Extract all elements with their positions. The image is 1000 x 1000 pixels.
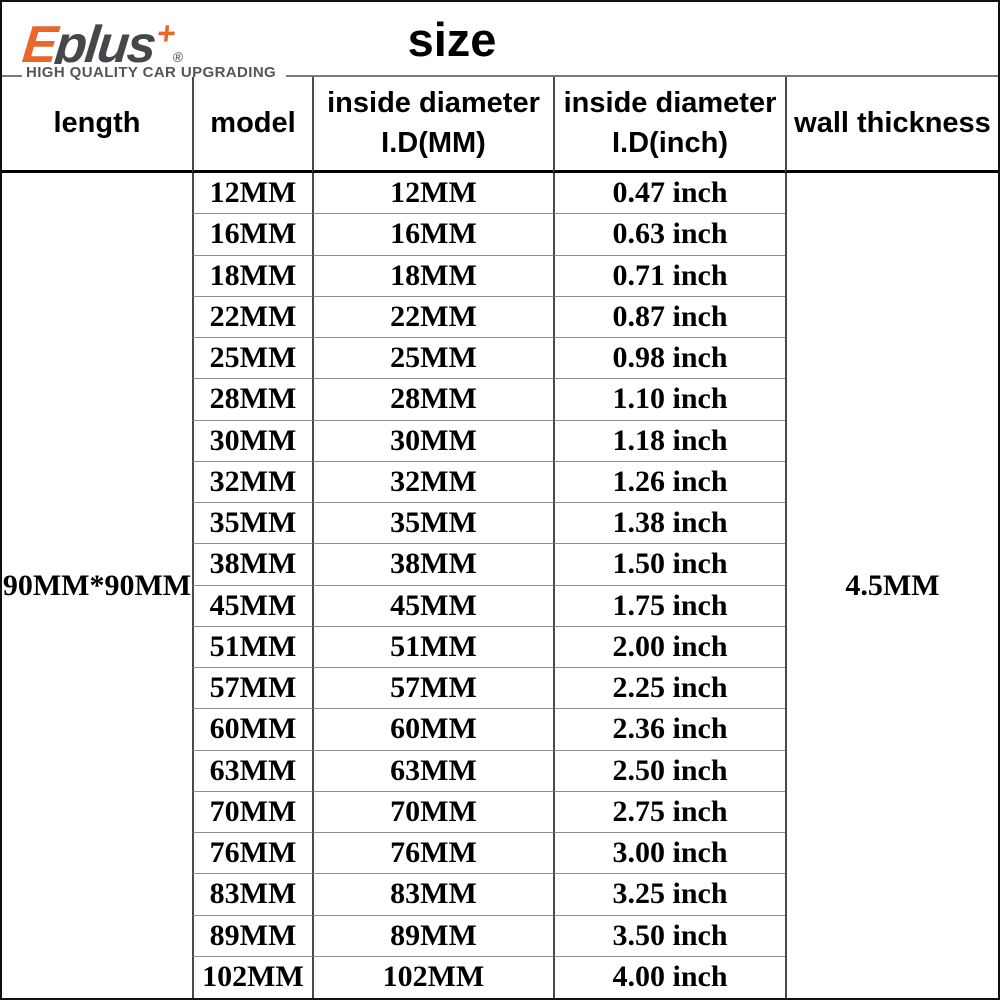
id-inch-cell: 2.00 inch <box>553 626 785 668</box>
model-cell: 38MM <box>192 544 312 586</box>
id-inch-cell: 0.63 inch <box>553 214 785 256</box>
model-cell: 32MM <box>192 461 312 503</box>
registered-trademark-icon: ® <box>171 49 184 65</box>
model-cell: 51MM <box>192 626 312 668</box>
id-mm-cell: 89MM <box>312 915 553 957</box>
header-length: length <box>2 77 192 173</box>
id-mm-cell: 18MM <box>312 255 553 297</box>
id-inch-cell: 1.50 inch <box>553 544 785 586</box>
id-inch-cell: 2.50 inch <box>553 750 785 792</box>
id-mm-cell: 60MM <box>312 709 553 751</box>
id-inch-cell: 1.26 inch <box>553 461 785 503</box>
id-mm-cell: 16MM <box>312 214 553 256</box>
id-mm-cell: 35MM <box>312 503 553 545</box>
header-wall-thickness: wall thickness <box>785 77 998 173</box>
model-cell: 60MM <box>192 709 312 751</box>
id-mm-cell: 30MM <box>312 420 553 462</box>
id-mm-cell: 102MM <box>312 956 553 998</box>
model-cell: 22MM <box>192 296 312 338</box>
id-inch-cell: 2.75 inch <box>553 791 785 833</box>
header-band: Eplus+® size HIGH QUALITY CAR UPGRADING <box>2 2 998 82</box>
id-mm-cell: 70MM <box>312 791 553 833</box>
id-mm-cell: 28MM <box>312 379 553 421</box>
header-id-mm-line1: inside diameter <box>327 86 540 119</box>
model-cell: 83MM <box>192 874 312 916</box>
model-cell: 30MM <box>192 420 312 462</box>
model-cell: 102MM <box>192 956 312 998</box>
id-inch-cell: 2.36 inch <box>553 709 785 751</box>
id-mm-cell: 63MM <box>312 750 553 792</box>
id-mm-cell: 38MM <box>312 544 553 586</box>
id-mm-cell: 57MM <box>312 668 553 710</box>
id-mm-cell: 76MM <box>312 833 553 875</box>
header-inside-diameter-inch: inside diameter I.D(inch) <box>553 77 785 173</box>
id-inch-cell: 0.98 inch <box>553 338 785 380</box>
model-cell: 70MM <box>192 791 312 833</box>
id-mm-cell: 12MM <box>312 173 553 215</box>
model-cell: 28MM <box>192 379 312 421</box>
id-mm-cell: 51MM <box>312 626 553 668</box>
length-value-cell: 90MM*90MM <box>2 568 192 602</box>
size-table: length model inside diameter I.D(MM) ins… <box>2 77 998 998</box>
model-cell: 57MM <box>192 668 312 710</box>
id-inch-cell: 1.38 inch <box>553 503 785 545</box>
header-id-mm-line2: I.D(MM) <box>381 127 486 160</box>
id-inch-cell: 2.25 inch <box>553 668 785 710</box>
id-mm-cell: 45MM <box>312 585 553 627</box>
logo-plus-icon: + <box>154 15 176 51</box>
brand-tagline: HIGH QUALITY CAR UPGRADING <box>22 64 287 82</box>
id-mm-cell: 32MM <box>312 461 553 503</box>
model-cell: 89MM <box>192 915 312 957</box>
id-inch-cell: 4.00 inch <box>553 956 785 998</box>
model-cell: 35MM <box>192 503 312 545</box>
model-cell: 16MM <box>192 214 312 256</box>
model-cell: 63MM <box>192 750 312 792</box>
id-inch-cell: 1.75 inch <box>553 585 785 627</box>
model-cell: 18MM <box>192 255 312 297</box>
id-inch-cell: 3.50 inch <box>553 915 785 957</box>
id-mm-cell: 83MM <box>312 874 553 916</box>
model-cell: 45MM <box>192 585 312 627</box>
header-id-inch-line1: inside diameter <box>563 86 777 119</box>
id-inch-cell: 3.25 inch <box>553 874 785 916</box>
wall-thickness-value-cell: 4.5MM <box>785 173 998 998</box>
id-inch-cell: 1.10 inch <box>553 379 785 421</box>
id-inch-cell: 0.87 inch <box>553 296 785 338</box>
model-cell: 25MM <box>192 338 312 380</box>
model-cell: 76MM <box>192 833 312 875</box>
id-inch-cell: 0.47 inch <box>553 173 785 215</box>
id-inch-cell: 1.18 inch <box>553 420 785 462</box>
id-inch-cell: 3.00 inch <box>553 833 785 875</box>
id-inch-cell: 0.71 inch <box>553 255 785 297</box>
page-title: size <box>407 13 497 66</box>
model-cell: 12MM <box>192 173 312 215</box>
id-mm-cell: 25MM <box>312 338 553 380</box>
header-model: model <box>192 77 312 173</box>
id-mm-cell: 22MM <box>312 296 553 338</box>
brand-logo: Eplus+® <box>20 4 189 74</box>
header-id-inch-line2: I.D(inch) <box>612 127 728 160</box>
header-inside-diameter-mm: inside diameter I.D(MM) <box>312 77 553 173</box>
